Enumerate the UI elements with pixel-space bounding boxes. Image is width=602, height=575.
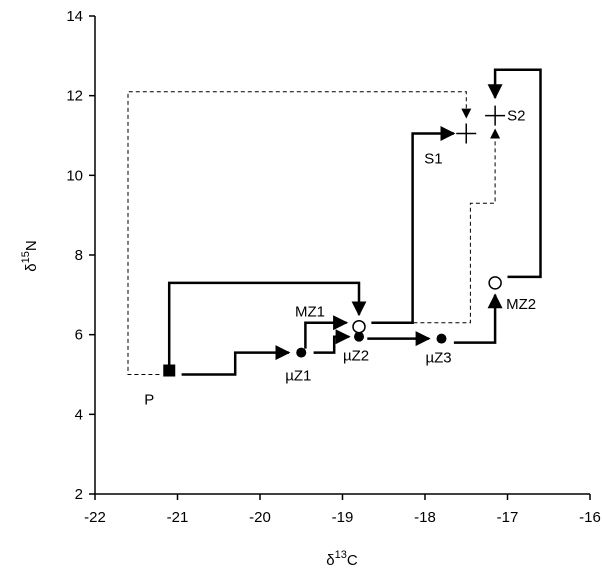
point-marker-square	[163, 364, 176, 377]
dashed-arrow	[127, 91, 472, 375]
y-tick-label: 10	[66, 167, 83, 184]
dashed-arrow	[371, 128, 501, 324]
point-label: P	[144, 392, 154, 409]
solid-arrow	[453, 293, 503, 344]
x-tick-label: -17	[497, 509, 519, 526]
x-axis-title-superscript: 13	[335, 549, 347, 561]
point-label: µZ1	[285, 368, 311, 385]
y-axis-title: δ15N	[20, 240, 40, 271]
y-tick-label: 14	[66, 8, 83, 25]
x-tick-label: -22	[84, 509, 106, 526]
point-label: S1	[424, 151, 442, 168]
y-tick-label: 2	[75, 486, 83, 503]
point-label: µZ3	[426, 350, 452, 367]
x-tick-label: -20	[249, 509, 271, 526]
point-marker-open-circle	[352, 319, 366, 334]
solid-arrow	[167, 281, 367, 371]
solid-arrow	[313, 329, 351, 354]
x-tick-label: -21	[167, 509, 189, 526]
solid-arrow	[181, 345, 291, 376]
point-label: MZ1	[295, 304, 325, 321]
x-axis-title-prefix: δ	[326, 552, 334, 569]
point-marker-filled-circle	[296, 347, 307, 358]
x-tick-label: -19	[332, 509, 354, 526]
point-marker-filled-circle	[354, 331, 364, 342]
y-tick-label: 8	[75, 247, 83, 264]
solid-arrow	[371, 126, 456, 324]
solid-arrow	[487, 68, 542, 279]
y-tick-label: 6	[75, 327, 83, 344]
axes: -22 -21 -20 -19 -18 -17 -16 2 4 6 8 10 12 14	[66, 8, 601, 526]
y-tick-label: 12	[66, 88, 83, 105]
x-axis-title-suffix: C	[347, 552, 358, 569]
y-axis-title-prefix: δ	[23, 263, 40, 271]
x-tick-label: -18	[414, 509, 436, 526]
solid-arrow	[304, 315, 349, 349]
y-tick-label: 4	[75, 406, 83, 423]
x-axis-title: δ13C	[326, 549, 358, 569]
point-marker-open-circle	[488, 276, 502, 290]
point-marker-filled-circle	[436, 333, 447, 344]
x-tick-label: -16	[579, 509, 601, 526]
point-label: MZ2	[506, 296, 536, 313]
point-label: µZ2	[343, 348, 369, 365]
y-axis-title-suffix: N	[23, 240, 40, 251]
y-axis-title-superscript: 15	[20, 251, 32, 263]
point-label: S2	[507, 108, 525, 125]
